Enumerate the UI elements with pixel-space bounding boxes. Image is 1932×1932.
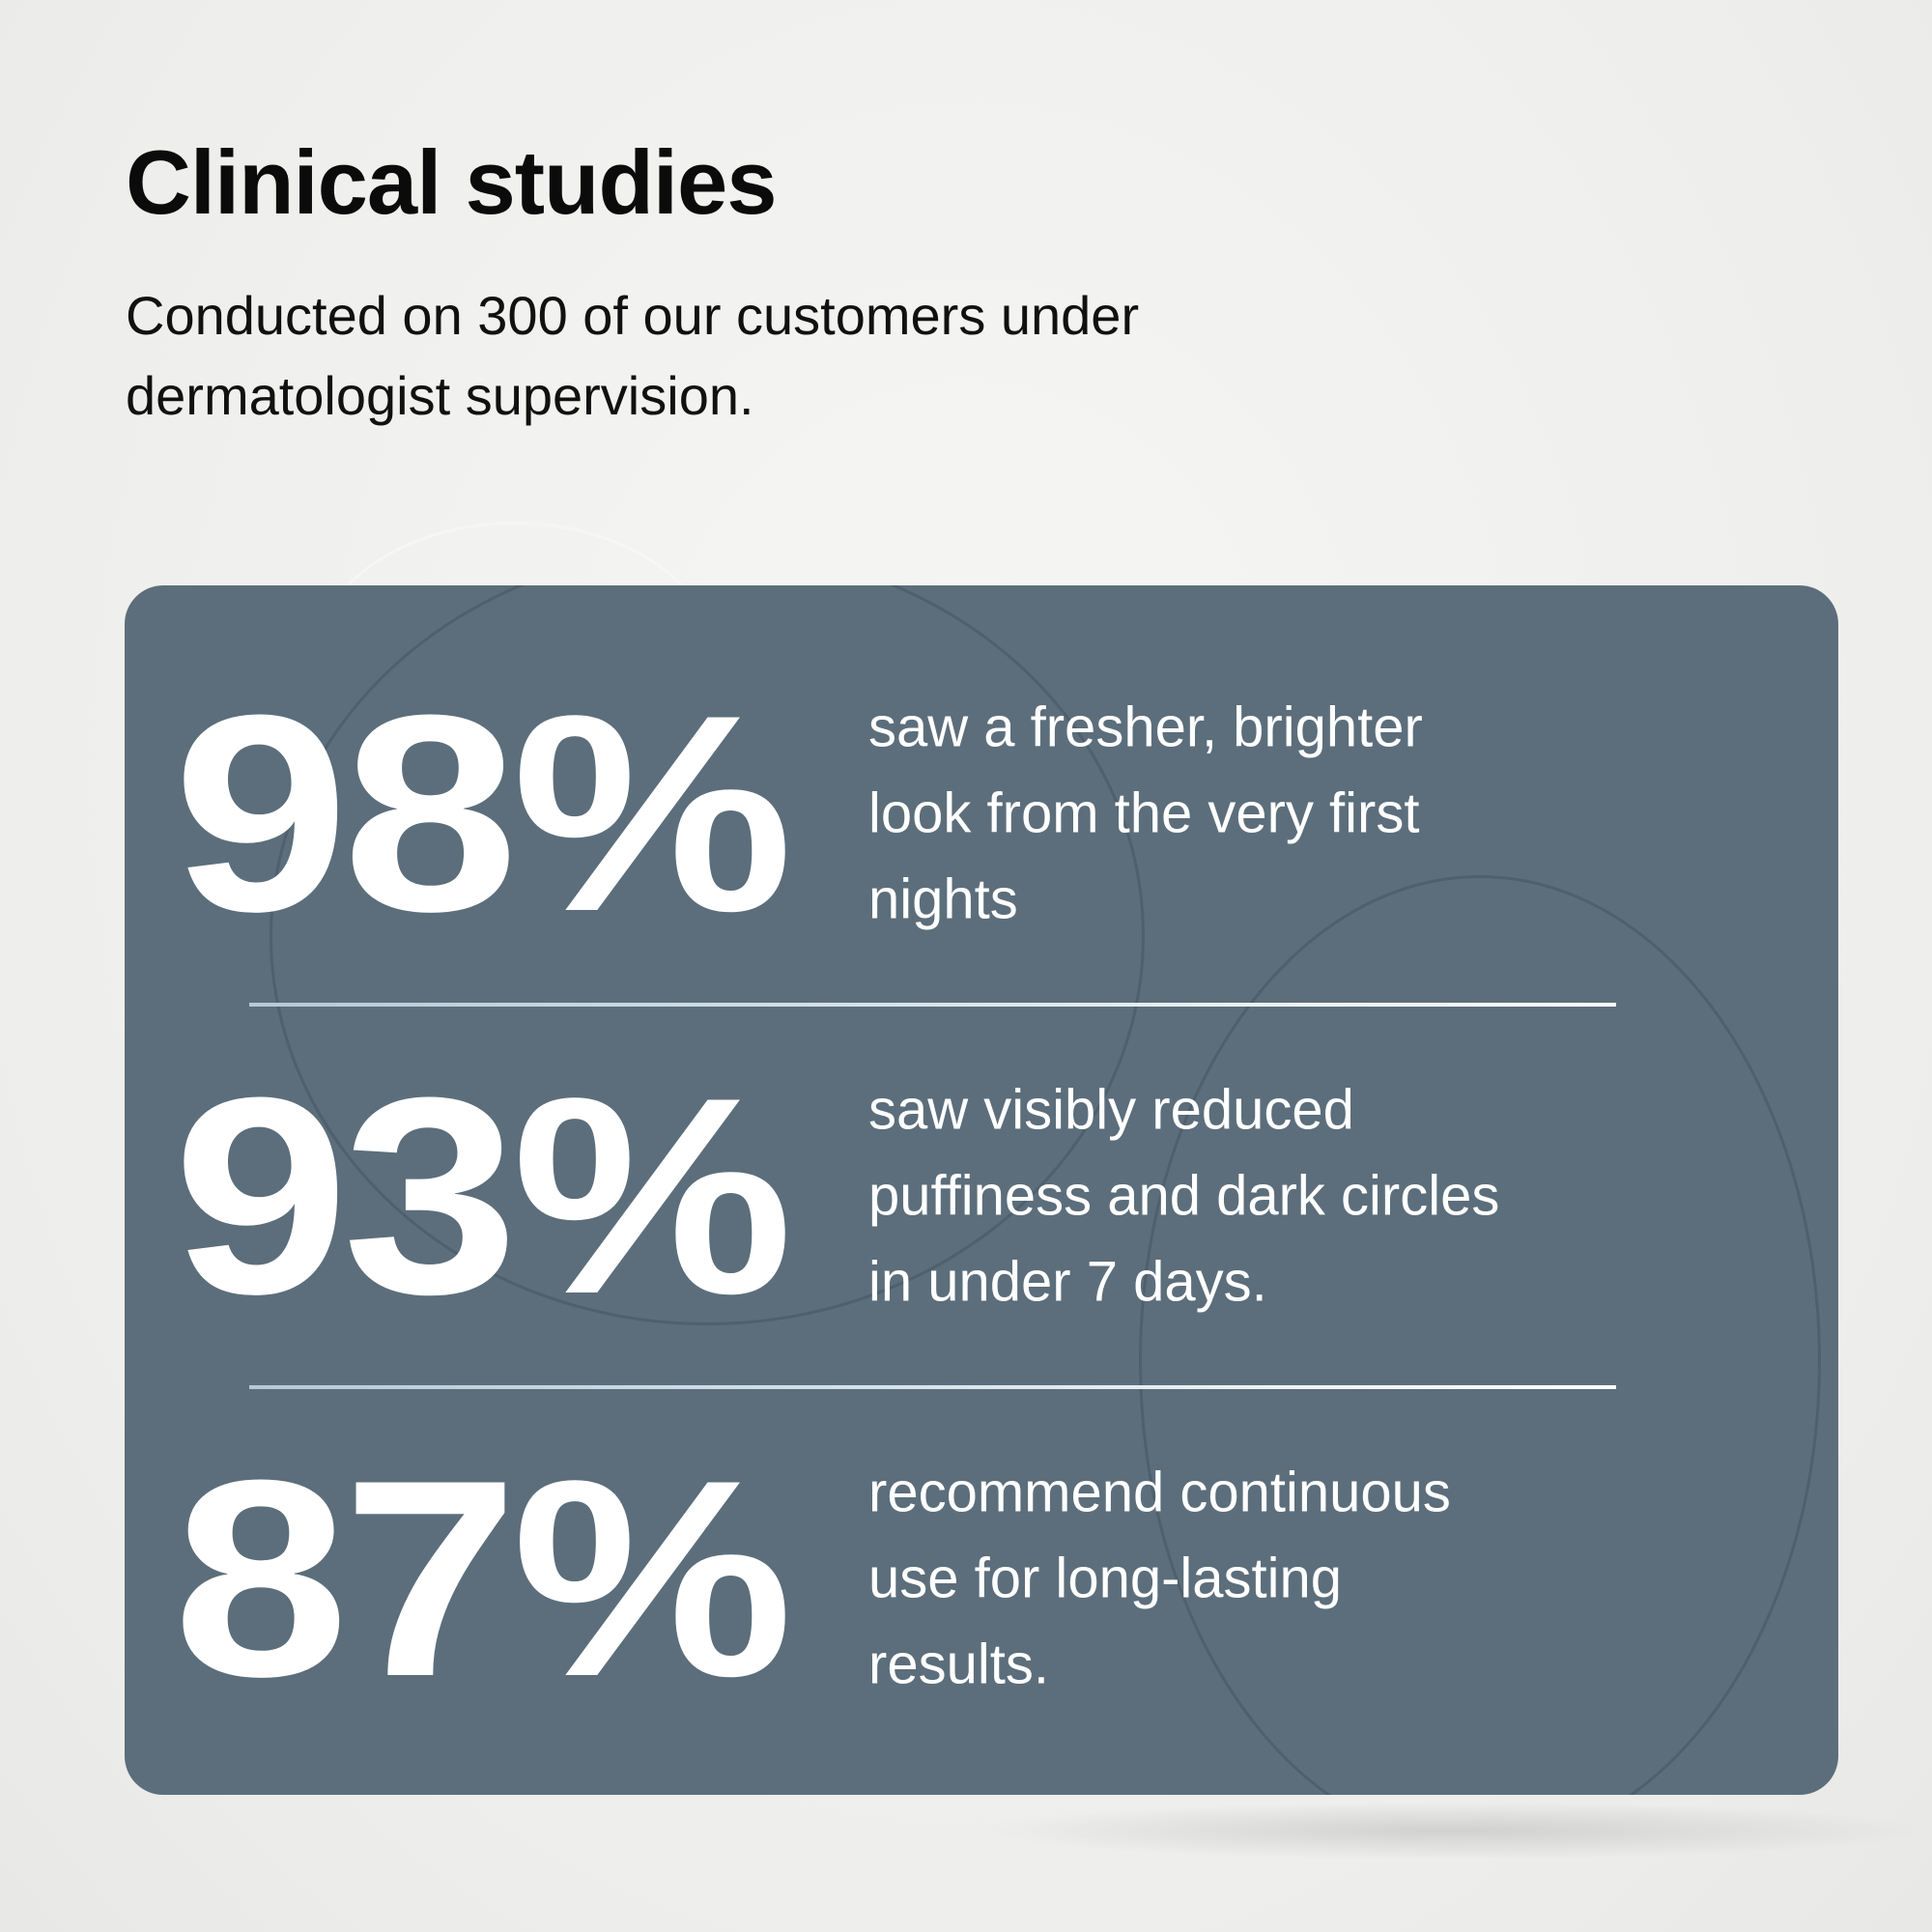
stat-description: saw visibly reduced puffiness and dark c… <box>868 1067 1499 1325</box>
stat-description-line: use for long-lasting <box>868 1547 1343 1610</box>
stat-description-line: nights <box>868 867 1018 931</box>
stat-divider <box>249 1385 1616 1389</box>
stat-value: 98% <box>173 657 793 970</box>
page-title: Clinical studies <box>126 131 778 233</box>
stat-description-line: puffiness and dark circles <box>868 1164 1500 1228</box>
subtitle-line: dermatologist supervision. <box>126 365 754 426</box>
stat-value: 87% <box>173 1422 793 1735</box>
stat-row: 87% recommend continuous use for long-la… <box>125 1434 1838 1723</box>
stat-row: 98% saw a fresher, brighter look from th… <box>125 668 1838 958</box>
background-shadow <box>966 1802 1932 1860</box>
page-subtitle: Conducted on 300 of our customers under … <box>126 275 1575 436</box>
stat-description-line: look from the very first <box>868 781 1420 845</box>
stat-description-line: in under 7 days. <box>868 1250 1267 1314</box>
eye-patch-outline-decoration <box>270 585 1145 1325</box>
stat-row: 93% saw visibly reduced puffiness and da… <box>125 1051 1838 1341</box>
stat-description-line: saw a fresher, brighter <box>868 696 1423 759</box>
stat-value: 93% <box>173 1039 793 1352</box>
stat-divider <box>249 1003 1616 1007</box>
stat-description: recommend continuous use for long-lastin… <box>868 1450 1451 1708</box>
stat-description-line: results. <box>868 1633 1049 1696</box>
subtitle-line: Conducted on 300 of our customers under <box>126 285 1140 346</box>
stat-description-line: saw visibly reduced <box>868 1078 1354 1142</box>
stats-card: 98% saw a fresher, brighter look from th… <box>125 585 1838 1795</box>
stat-description-line: recommend continuous <box>868 1461 1451 1524</box>
stat-description: saw a fresher, brighter look from the ve… <box>868 685 1423 943</box>
eye-patch-outline-decoration <box>1139 875 1821 1795</box>
